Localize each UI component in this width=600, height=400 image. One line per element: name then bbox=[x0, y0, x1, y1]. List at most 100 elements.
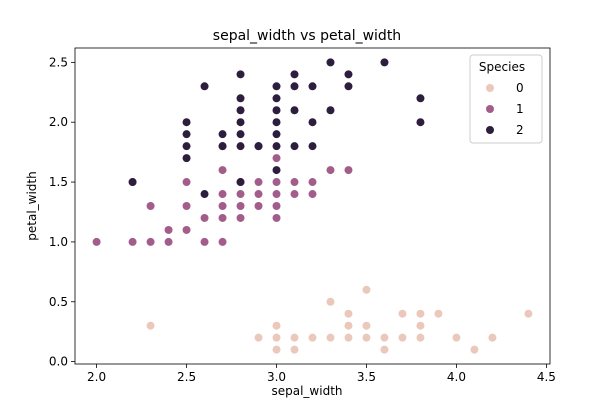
data-point-species-1 bbox=[164, 225, 173, 234]
data-point-species-2 bbox=[182, 118, 191, 127]
x-tick-label: 3.5 bbox=[357, 370, 376, 384]
data-point-species-0 bbox=[416, 309, 425, 318]
data-point-species-0 bbox=[290, 345, 299, 354]
data-point-species-2 bbox=[254, 142, 263, 151]
data-point-species-2 bbox=[236, 118, 245, 127]
data-point-species-2 bbox=[290, 142, 299, 151]
data-point-species-2 bbox=[236, 94, 245, 103]
data-point-species-0 bbox=[398, 333, 407, 342]
data-point-species-0 bbox=[254, 333, 263, 342]
data-point-species-2 bbox=[236, 106, 245, 115]
data-point-species-1 bbox=[146, 237, 155, 246]
data-point-species-2 bbox=[308, 142, 317, 151]
plot-area bbox=[92, 58, 533, 354]
data-point-species-0 bbox=[146, 321, 155, 330]
data-point-species-0 bbox=[380, 345, 389, 354]
data-point-species-2 bbox=[344, 82, 353, 91]
x-tick-label: 3.0 bbox=[267, 370, 286, 384]
data-point-species-0 bbox=[272, 321, 281, 330]
data-point-species-1 bbox=[308, 178, 317, 187]
data-point-species-0 bbox=[272, 333, 281, 342]
data-point-species-2 bbox=[272, 166, 281, 175]
y-tick-label: 2.0 bbox=[49, 115, 68, 129]
data-point-species-2 bbox=[182, 154, 191, 163]
x-tick-label: 2.0 bbox=[87, 370, 106, 384]
data-point-species-1 bbox=[218, 237, 227, 246]
x-tick-label: 4.5 bbox=[537, 370, 556, 384]
data-point-species-1 bbox=[254, 202, 263, 210]
data-point-species-2 bbox=[182, 130, 191, 139]
data-point-species-0 bbox=[308, 333, 317, 342]
data-point-species-1 bbox=[344, 166, 353, 175]
data-point-species-1 bbox=[272, 178, 281, 187]
data-point-species-1 bbox=[218, 166, 227, 175]
legend-entries: 0 1 2 bbox=[486, 81, 524, 137]
data-point-species-0 bbox=[344, 309, 353, 318]
data-point-species-0 bbox=[362, 285, 371, 294]
data-point-species-2 bbox=[128, 178, 137, 187]
data-point-species-2 bbox=[200, 82, 209, 91]
data-point-species-2 bbox=[272, 94, 281, 103]
chart-title: sepal_width vs petal_width bbox=[213, 28, 401, 44]
data-point-species-2 bbox=[326, 106, 335, 115]
data-point-species-1 bbox=[128, 237, 137, 246]
legend: Species 0 1 2 bbox=[469, 54, 543, 144]
y-axis: 0.0 0.5 1.0 1.5 2.0 2.5 bbox=[49, 55, 75, 369]
data-point-species-2 bbox=[272, 106, 281, 115]
data-point-species-2 bbox=[272, 142, 281, 151]
data-point-species-1 bbox=[218, 202, 227, 210]
data-point-species-1 bbox=[200, 213, 209, 222]
data-point-species-0 bbox=[452, 333, 461, 342]
data-point-species-2 bbox=[290, 106, 299, 115]
x-tick-label: 4.0 bbox=[447, 370, 466, 384]
data-point-species-2 bbox=[380, 58, 389, 67]
data-point-species-1 bbox=[200, 237, 209, 246]
data-point-species-2 bbox=[344, 70, 353, 79]
y-tick-label: 1.5 bbox=[49, 175, 68, 189]
data-point-species-1 bbox=[146, 202, 155, 210]
data-point-species-1 bbox=[182, 225, 191, 234]
data-point-species-2 bbox=[236, 178, 245, 187]
data-point-species-1 bbox=[272, 202, 281, 210]
y-tick-label: 2.5 bbox=[49, 55, 68, 69]
y-tick-label: 1.0 bbox=[49, 235, 68, 249]
data-point-species-2 bbox=[218, 142, 227, 151]
data-point-species-2 bbox=[272, 118, 281, 127]
data-point-species-1 bbox=[290, 190, 299, 199]
data-point-species-0 bbox=[344, 333, 353, 342]
data-point-species-0 bbox=[326, 297, 335, 306]
data-point-species-2 bbox=[200, 190, 209, 199]
data-point-species-0 bbox=[398, 309, 407, 318]
data-point-species-1 bbox=[218, 213, 227, 222]
data-point-species-2 bbox=[272, 130, 281, 139]
data-point-species-2 bbox=[308, 118, 317, 127]
data-point-species-2 bbox=[326, 58, 335, 67]
data-point-species-0 bbox=[344, 321, 353, 330]
data-point-species-2 bbox=[290, 70, 299, 79]
data-point-species-0 bbox=[416, 321, 425, 330]
data-point-species-0 bbox=[272, 345, 281, 354]
x-axis: 2.0 2.5 3.0 3.5 4.0 4.5 bbox=[87, 364, 556, 384]
data-point-species-2 bbox=[290, 82, 299, 91]
data-point-species-0 bbox=[470, 345, 479, 354]
data-point-species-2 bbox=[218, 130, 227, 139]
legend-marker-species-2 bbox=[486, 126, 494, 134]
data-point-species-1 bbox=[326, 166, 335, 175]
data-point-species-2 bbox=[416, 94, 425, 103]
y-tick-label: 0.5 bbox=[49, 295, 68, 309]
x-tick-label: 2.5 bbox=[177, 370, 196, 384]
legend-label-species-1: 1 bbox=[516, 102, 524, 116]
data-point-species-0 bbox=[434, 309, 443, 318]
data-point-species-1 bbox=[254, 190, 263, 199]
data-point-species-0 bbox=[488, 333, 497, 342]
data-point-species-0 bbox=[524, 309, 533, 318]
data-point-species-1 bbox=[182, 178, 191, 187]
data-point-species-1 bbox=[182, 202, 191, 210]
data-point-species-2 bbox=[308, 82, 317, 91]
data-point-species-2 bbox=[236, 142, 245, 151]
data-point-species-1 bbox=[254, 178, 263, 187]
legend-box bbox=[469, 54, 543, 144]
data-point-species-0 bbox=[362, 321, 371, 330]
data-point-species-1 bbox=[236, 213, 245, 222]
